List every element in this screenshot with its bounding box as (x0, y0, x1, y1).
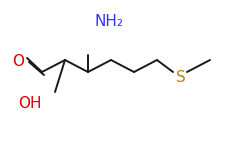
Text: NH₂: NH₂ (95, 15, 124, 30)
Text: S: S (176, 69, 186, 84)
Text: O: O (12, 54, 24, 69)
Text: OH: OH (18, 96, 42, 111)
